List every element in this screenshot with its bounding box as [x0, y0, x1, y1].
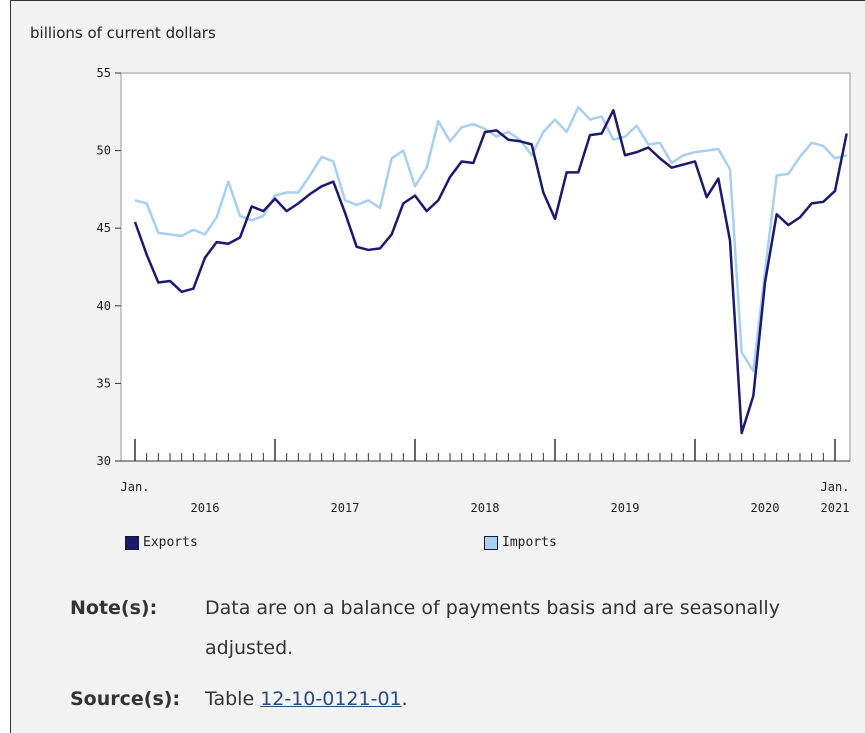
- x-tick-label-jan: Jan.: [821, 480, 850, 494]
- exports-swatch: [125, 535, 139, 550]
- y-tick-label: 35: [97, 376, 111, 390]
- source-suffix: .: [401, 688, 408, 710]
- legend-item-imports[interactable]: Imports: [484, 535, 557, 550]
- source-label: Source(s):: [70, 688, 181, 710]
- note-text: Data are on a balance of payments basis …: [205, 597, 780, 659]
- y-tick-label: 45: [97, 221, 111, 235]
- x-year-label: 2020: [751, 501, 780, 515]
- legend-label-exports: Exports: [143, 535, 198, 550]
- y-axis-title: billions of current dollars: [30, 24, 216, 42]
- y-tick-label: 30: [97, 454, 111, 468]
- y-tick-label: 40: [97, 299, 111, 313]
- x-year-label: 2021: [821, 501, 850, 515]
- source-text: Table 12-10-0121-01.: [205, 688, 408, 710]
- y-tick-label: 50: [97, 144, 111, 158]
- x-tick-label-jan: Jan.: [121, 480, 150, 494]
- plot-area: [120, 72, 851, 462]
- y-tick-label: 55: [97, 66, 111, 80]
- x-year-label: 2017: [331, 501, 360, 515]
- series-line-exports: [133, 108, 848, 435]
- series-line-imports: [134, 105, 847, 373]
- legend-item-exports[interactable]: Exports: [125, 535, 198, 550]
- note-row: Note(s): Data are on a balance of paymen…: [70, 588, 785, 668]
- x-year-label: 2019: [611, 501, 640, 515]
- legend-label-imports: Imports: [502, 535, 557, 550]
- imports-swatch: [484, 535, 498, 550]
- source-prefix: Table: [205, 688, 261, 710]
- source-table-link[interactable]: 12-10-0121-01: [260, 688, 402, 710]
- x-year-label: 2016: [191, 501, 220, 515]
- x-year-label: 2018: [471, 501, 500, 515]
- source-row: Source(s): Table 12-10-0121-01.: [70, 688, 408, 710]
- note-label: Note(s):: [70, 597, 158, 619]
